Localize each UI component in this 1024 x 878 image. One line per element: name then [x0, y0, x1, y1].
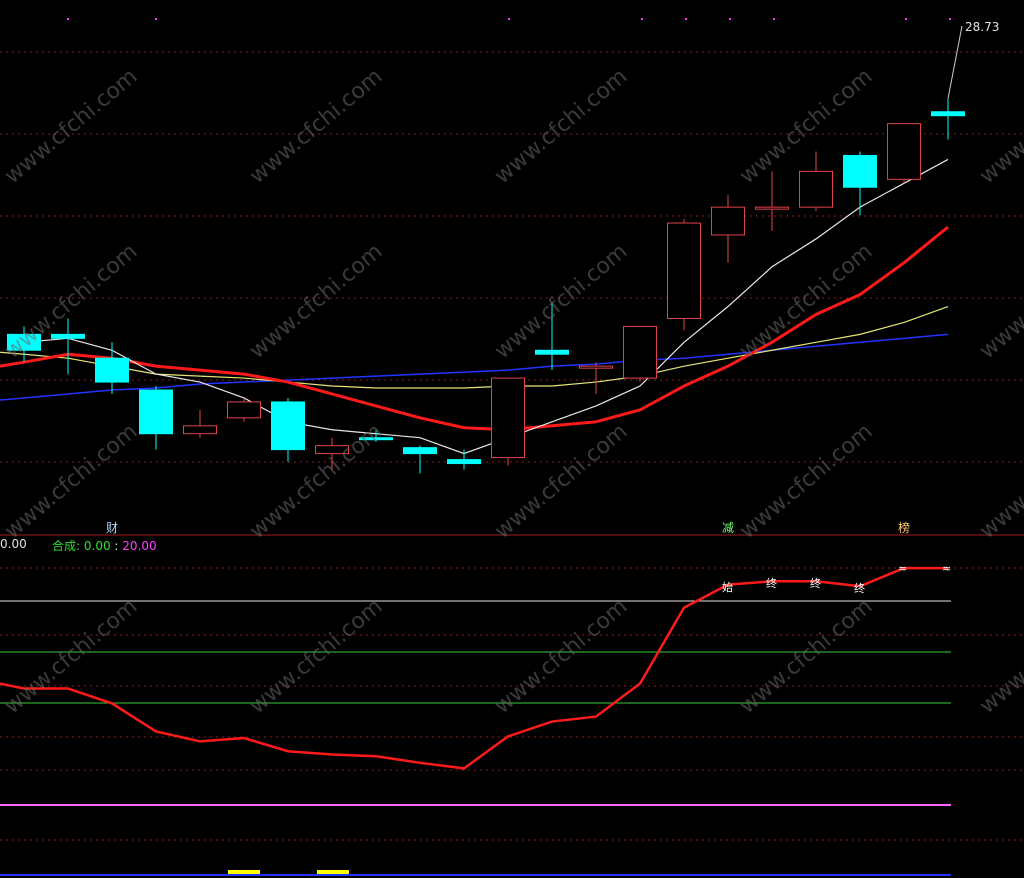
max-price-label: 28.73	[965, 20, 1000, 34]
indicator-separator: :	[114, 539, 119, 553]
candle-body	[887, 123, 921, 180]
top-marker-dot	[508, 18, 510, 20]
price-grid	[0, 18, 1024, 841]
candle-body	[227, 401, 261, 419]
top-marker-dot	[641, 18, 643, 20]
indicator-name: 合成:	[52, 539, 81, 553]
candle-body	[359, 437, 393, 441]
top-marker-dot	[67, 18, 69, 20]
osc-yellow-marker	[317, 870, 349, 874]
oscillator-panel	[0, 566, 951, 876]
osc-yellow-marker	[228, 870, 260, 874]
indicator-left-value: 0.00	[0, 537, 27, 551]
candle-body	[7, 333, 41, 351]
top-marker-dot	[949, 18, 951, 20]
top-marker-dot	[685, 18, 687, 20]
ma-short-line	[23, 158, 949, 455]
candle-body	[843, 154, 877, 188]
top-marker-dot	[905, 18, 907, 20]
candle-body	[491, 377, 525, 459]
candle-body	[271, 401, 305, 451]
candle-body	[755, 206, 789, 210]
indicator-value1: 0.00	[83, 539, 111, 553]
candle-body	[623, 325, 657, 379]
candle-body	[95, 357, 129, 383]
candlesticks	[7, 25, 965, 474]
ma-blue-line	[0, 333, 949, 401]
candle-body	[315, 445, 349, 455]
top-marker-dot	[729, 18, 731, 20]
candle-body	[931, 111, 965, 117]
signal-word: 终	[854, 582, 865, 596]
moving-averages	[0, 158, 949, 455]
ma-red-line	[0, 225, 949, 432]
signal-word: 始	[722, 580, 733, 594]
candle-body	[139, 389, 173, 435]
candle-body	[183, 425, 217, 435]
candle-body	[667, 222, 701, 319]
candle-body	[799, 170, 833, 208]
signal-word: 终	[810, 577, 821, 591]
indicator-value2: 20.00	[122, 539, 157, 553]
event-label: 财	[106, 521, 119, 535]
candle-body	[403, 447, 437, 455]
ma-yellow-line	[0, 305, 949, 389]
candle-body	[711, 206, 745, 236]
signal-word: 终	[766, 577, 777, 591]
indicator-header: 合成: 0.00 : 20.00	[52, 537, 157, 554]
top-marker-dot	[773, 18, 775, 20]
top-marker-dot	[155, 18, 157, 20]
candle-body	[535, 349, 569, 355]
signal-word: ≈	[898, 562, 908, 576]
signal-word: ≈	[942, 562, 952, 576]
event-label: 减	[722, 521, 735, 535]
max-price-pointer	[947, 25, 963, 99]
osc-line	[0, 566, 948, 770]
candle-body	[447, 459, 481, 465]
event-label: 榜	[898, 521, 911, 535]
candle-body	[579, 365, 613, 369]
candle-body	[51, 333, 85, 339]
